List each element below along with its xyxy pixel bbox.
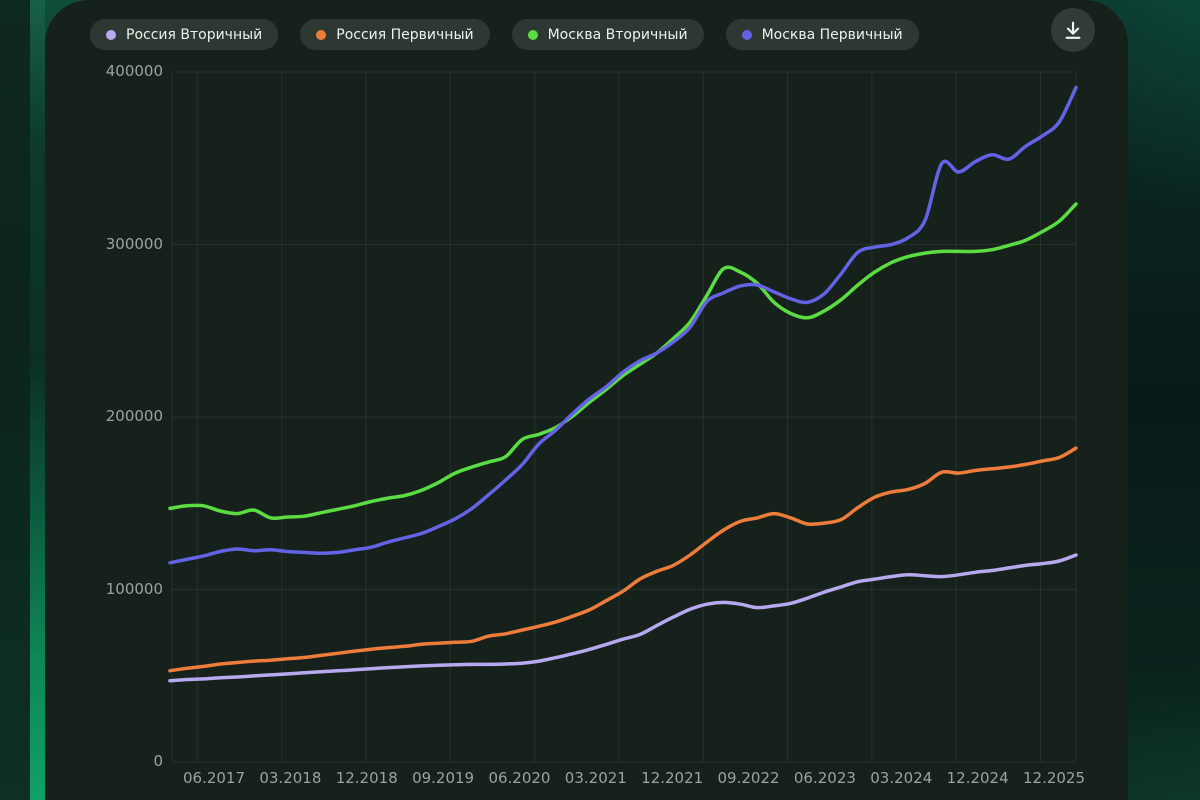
- x-axis-label: 06.2023: [793, 769, 856, 787]
- x-axis-label: 03.2024: [870, 769, 933, 787]
- x-axis-label: 09.2022: [717, 769, 780, 787]
- legend-chip-0[interactable]: Россия Вторичный: [90, 19, 279, 50]
- y-axis-label: 400000: [105, 62, 163, 80]
- legend-label: Россия Вторичный: [126, 26, 263, 43]
- y-axis-label: 100000: [105, 579, 163, 598]
- legend-label: Москва Первичный: [761, 26, 903, 43]
- series-line-2: [168, 202, 1078, 521]
- chart-card: Россия Вторичный Россия Первичный Москва В…: [45, 0, 1128, 800]
- x-axis-label: 12.2025: [1022, 769, 1086, 787]
- x-axis-label: 12.2021: [641, 769, 704, 787]
- x-axis-label: 12.2024: [946, 769, 1009, 787]
- legend-dot: [316, 29, 327, 40]
- y-axis-label: 0: [153, 752, 163, 770]
- price-chart: [168, 71, 1078, 763]
- series-line-3: [168, 85, 1078, 565]
- chart-legend: Россия Вторичный Россия Первичный Москва В…: [90, 19, 919, 50]
- legend-chip-1[interactable]: Россия Первичный: [300, 19, 490, 50]
- legend-dot: [527, 29, 538, 40]
- series-line-0: [168, 553, 1078, 683]
- accent-strip: [30, 0, 45, 800]
- legend-dot: [741, 29, 752, 40]
- series-line-1: [168, 446, 1078, 673]
- x-axis-label: 03.2021: [564, 769, 627, 787]
- left-edge-panel: [0, 0, 30, 800]
- download-icon: [1065, 21, 1081, 39]
- download-button[interactable]: [1051, 8, 1095, 52]
- legend-dot: [106, 29, 116, 40]
- legend-label: Москва Вторичный: [547, 26, 688, 43]
- legend-label: Россия Первичный: [336, 26, 474, 43]
- x-axis-label: 06.2017: [182, 769, 246, 787]
- x-axis-label: 09.2019: [412, 769, 475, 787]
- y-axis-label: 300000: [105, 234, 163, 253]
- y-axis-label: 200000: [105, 407, 163, 425]
- x-axis-label: 12.2018: [335, 769, 398, 787]
- legend-chip-2[interactable]: Москва Вторичный: [511, 19, 704, 50]
- legend-chip-3[interactable]: Москва Первичный: [725, 19, 919, 50]
- x-axis-label: 06.2020: [488, 769, 551, 787]
- x-axis-label: 03.2018: [259, 769, 322, 787]
